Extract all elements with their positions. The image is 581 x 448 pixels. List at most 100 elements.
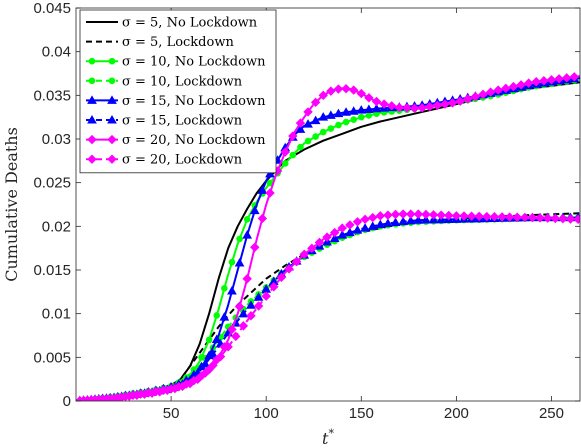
point-series-6: [329, 233, 340, 243]
point-series-7: [242, 274, 252, 284]
point-series-8: [86, 395, 96, 401]
y-tick-label: 0.03: [42, 131, 71, 148]
point-series-7: [546, 75, 557, 85]
point-series-5: [364, 104, 374, 113]
point-series-7: [265, 188, 275, 198]
point-series-7: [402, 103, 412, 113]
point-series-5: [265, 168, 275, 178]
point-series-8: [322, 232, 332, 242]
point-series-8: [223, 342, 233, 352]
point-series-6: [345, 227, 355, 237]
point-series-8: [436, 210, 446, 220]
point-series-7: [455, 96, 465, 106]
axes-frame: [75, 7, 581, 402]
point-series-6: [367, 221, 378, 230]
point-series-3: [205, 336, 213, 344]
series-8: [76, 209, 580, 401]
legend-marker: [88, 77, 96, 85]
point-series-3: [281, 160, 289, 167]
point-series-7: [257, 213, 268, 224]
x-axis-label: t*: [322, 427, 334, 448]
point-series-7: [356, 88, 366, 99]
point-series-8: [299, 249, 309, 259]
point-series-8: [482, 211, 492, 222]
legend-entry-3: σ = 10, No Lockdown: [86, 55, 266, 70]
point-series-5: [227, 285, 237, 295]
point-series-8: [193, 374, 203, 385]
point-series-3: [289, 151, 297, 159]
point-series-8: [284, 264, 294, 274]
point-series-8: [558, 214, 568, 224]
point-series-8: [459, 211, 469, 221]
point-series-5: [219, 312, 230, 321]
point-series-8: [474, 211, 484, 222]
point-series-3: [228, 258, 236, 266]
point-series-8: [215, 351, 226, 362]
series-layer: [76, 72, 580, 401]
x-tick-label: 100: [254, 405, 279, 422]
point-series-5: [295, 124, 306, 133]
point-series-7: [485, 87, 496, 97]
point-series-7: [364, 93, 374, 103]
point-series-8: [360, 214, 370, 225]
legend-entry-5: σ = 15, No Lockdown: [86, 94, 266, 109]
point-series-7: [318, 90, 328, 101]
point-series-3: [213, 312, 221, 319]
point-series-6: [208, 349, 218, 358]
point-series-7: [333, 84, 344, 94]
point-series-8: [109, 393, 119, 401]
point-series-7: [447, 98, 458, 108]
point-series-3: [221, 285, 228, 292]
point-series-8: [550, 213, 560, 224]
point-series-8: [367, 212, 378, 223]
point-series-3: [335, 121, 342, 129]
point-series-6: [360, 223, 370, 232]
point-series-8: [78, 395, 89, 401]
point-series-8: [489, 212, 500, 222]
point-series-8: [466, 211, 477, 221]
point-series-3: [327, 125, 335, 132]
point-series-6: [200, 358, 211, 368]
point-series-7: [478, 89, 488, 100]
point-series-3: [357, 113, 365, 121]
legend-label: σ = 15, No Lockdown: [122, 94, 266, 109]
point-series-7: [379, 99, 389, 109]
point-series-8: [154, 387, 165, 397]
point-series-8: [565, 214, 576, 224]
point-series-8: [269, 282, 279, 292]
legend-marker: [107, 154, 117, 164]
point-series-7: [387, 101, 397, 111]
point-series-8: [170, 383, 180, 394]
y-tick-label: 0.025: [33, 175, 71, 192]
point-series-3: [350, 116, 357, 123]
legend-marker: [108, 57, 116, 65]
point-series-8: [352, 217, 363, 227]
point-series-7: [508, 81, 519, 92]
point-series-6: [253, 292, 264, 301]
point-series-8: [231, 331, 241, 342]
point-series-5: [333, 108, 344, 118]
point-series-7: [227, 324, 237, 335]
legend-box: [79, 9, 277, 174]
point-series-7: [516, 80, 526, 90]
point-series-6: [375, 219, 386, 229]
legend-label: σ = 5, No Lockdown: [122, 16, 258, 31]
point-series-8: [527, 212, 538, 223]
y-tick-label: 0.005: [33, 349, 71, 366]
point-series-8: [276, 272, 287, 283]
x-tick-label: 50: [163, 405, 180, 422]
y-tick-label: 0.045: [33, 0, 71, 17]
y-tick-label: 0.02: [42, 218, 71, 235]
point-series-8: [504, 212, 515, 222]
legend-entry-8: σ = 20, Lockdown: [86, 153, 243, 168]
legend-marker: [107, 114, 117, 124]
point-series-7: [417, 103, 427, 113]
point-series-8: [124, 391, 134, 401]
point-series-8: [398, 209, 408, 219]
legend-entry-2: σ = 5, Lockdown: [86, 35, 234, 50]
y-tick-label: 0.035: [33, 87, 71, 104]
point-series-7: [326, 86, 336, 96]
legend-label: σ = 5, Lockdown: [122, 35, 234, 50]
point-series-3: [342, 118, 350, 126]
point-series-8: [535, 213, 545, 223]
